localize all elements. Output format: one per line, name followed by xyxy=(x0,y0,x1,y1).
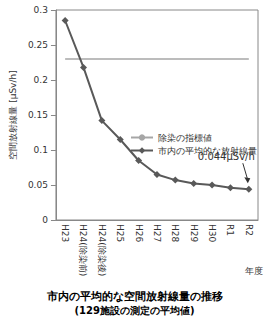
svg-text:H24(除染後): H24(除染後) xyxy=(97,224,107,276)
svg-text:H24(除染前): H24(除染前) xyxy=(78,224,88,276)
svg-text:0.1: 0.1 xyxy=(34,145,48,155)
svg-text:H29: H29 xyxy=(189,224,199,242)
svg-text:0.15: 0.15 xyxy=(28,110,48,120)
svg-text:H25: H25 xyxy=(115,224,125,242)
svg-text:年度: 年度 xyxy=(245,266,263,276)
svg-text:R1: R1 xyxy=(225,224,235,236)
svg-text:(129施設の測定の平均値): (129施設の測定の平均値) xyxy=(74,305,194,316)
svg-text:0.05: 0.05 xyxy=(28,180,48,190)
svg-text:H26: H26 xyxy=(134,224,144,242)
svg-text:空間放射線量 [μSv/h]: 空間放射線量 [μSv/h] xyxy=(8,70,18,159)
svg-text:0: 0 xyxy=(42,215,48,225)
svg-text:H28: H28 xyxy=(170,224,180,242)
svg-text:0.2: 0.2 xyxy=(34,75,48,85)
svg-text:H30: H30 xyxy=(207,224,217,242)
svg-text:除染の指標値: 除染の指標値 xyxy=(158,133,212,143)
svg-text:H23: H23 xyxy=(60,224,70,242)
svg-text:H27: H27 xyxy=(152,224,162,242)
svg-text:0.044μSv/h: 0.044μSv/h xyxy=(197,150,255,162)
svg-text:市内の平均的な放射線量: 市内の平均的な放射線量 xyxy=(158,146,257,156)
svg-text:市内の平均的な空間放射線量の推移: 市内の平均的な空間放射線量の推移 xyxy=(46,290,223,303)
svg-text:0.3: 0.3 xyxy=(34,5,48,15)
svg-text:R2: R2 xyxy=(244,224,254,236)
svg-text:0.25: 0.25 xyxy=(28,40,48,50)
